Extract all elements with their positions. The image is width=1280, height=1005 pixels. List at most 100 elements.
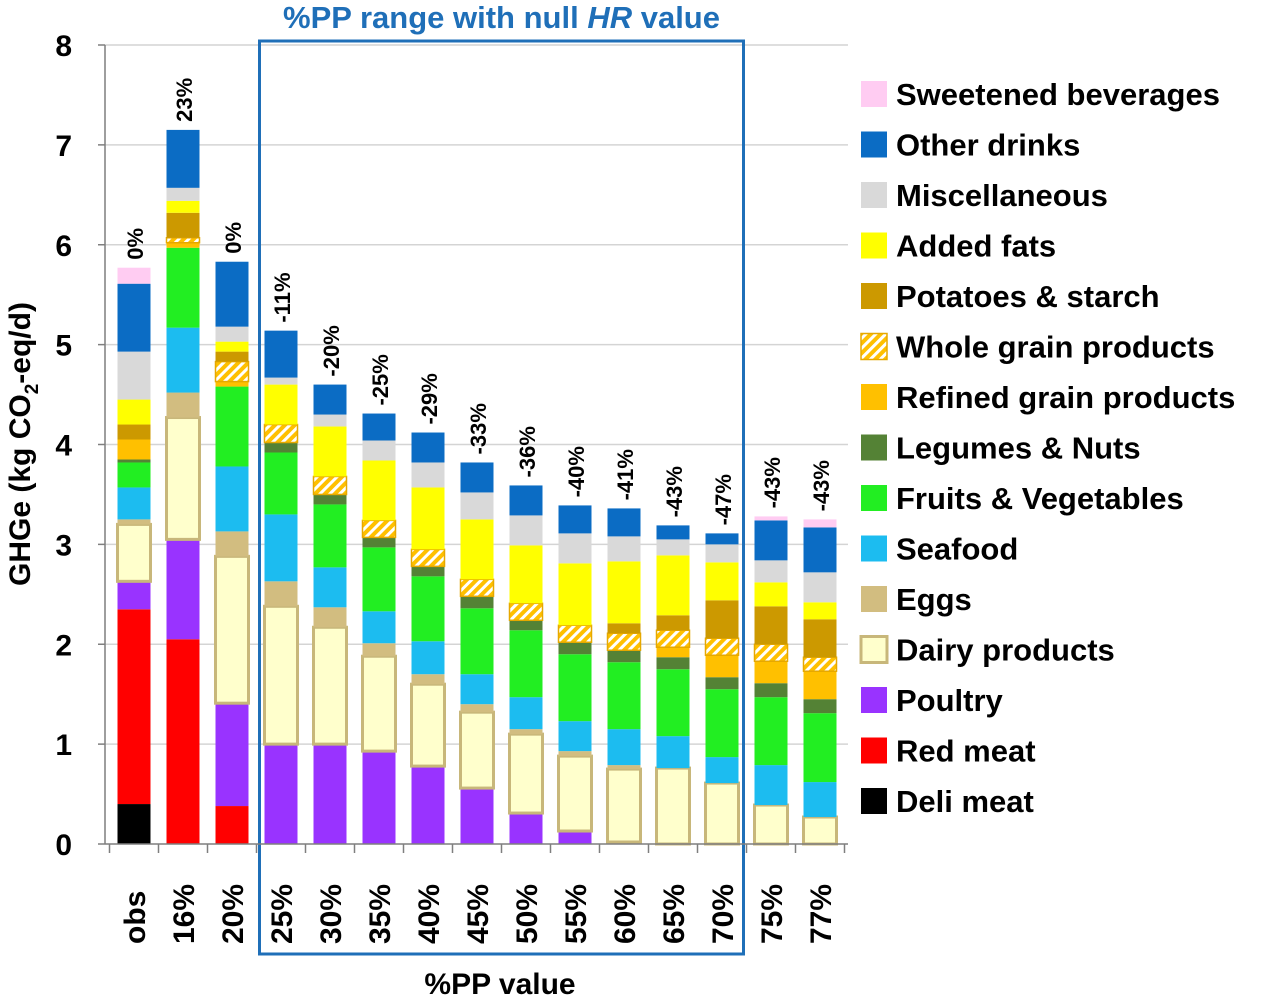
y-tick-label: 1 bbox=[55, 729, 72, 762]
change-label: -40% bbox=[564, 446, 589, 497]
bar-segment bbox=[705, 544, 739, 563]
ylabel-part: -eq/d) bbox=[4, 302, 37, 384]
bar-segment bbox=[313, 744, 347, 844]
bar-segment bbox=[803, 602, 837, 620]
legend-swatch bbox=[861, 737, 887, 764]
bar-segment bbox=[655, 766, 691, 846]
bar-segment bbox=[264, 442, 298, 453]
bar-segment bbox=[313, 567, 347, 608]
bar-segment bbox=[656, 736, 690, 769]
bar-segment bbox=[460, 788, 494, 844]
bar-segment bbox=[754, 697, 788, 766]
bar-segment bbox=[558, 642, 592, 655]
change-label: -43% bbox=[760, 457, 785, 508]
category-label: 60% bbox=[609, 884, 642, 944]
bar-segment bbox=[558, 831, 592, 844]
bar-segment bbox=[411, 487, 445, 550]
y-tick-label: 4 bbox=[55, 430, 72, 463]
bar-segment bbox=[460, 608, 494, 675]
bar-segment bbox=[411, 576, 445, 642]
legend-label: Seafood bbox=[896, 532, 1018, 567]
bar-segment bbox=[117, 283, 151, 352]
labels: 0 1 2 3 4 5 6 7 8 0% obs 23% 16% 0% 20% -11% 25% -20% 30% -… bbox=[4, 0, 838, 1001]
bar-segment bbox=[460, 704, 494, 713]
category-label: 77% bbox=[805, 884, 838, 944]
bar-segment bbox=[313, 504, 347, 568]
legend: Sweetened beverages Other drinks Miscellan… bbox=[859, 77, 1235, 819]
legend-swatch bbox=[861, 788, 887, 814]
axes bbox=[98, 44, 848, 853]
ylabel-part: 2 bbox=[22, 384, 43, 395]
bar-segment bbox=[606, 767, 642, 844]
bar-segment bbox=[117, 487, 151, 520]
ylabel-part: GHGe (kg CO bbox=[4, 394, 37, 586]
bar-segment bbox=[705, 562, 739, 601]
bar-segment bbox=[117, 399, 151, 425]
bar-segment bbox=[214, 360, 250, 383]
bar-segment bbox=[264, 377, 298, 385]
bar-segment bbox=[656, 615, 690, 631]
change-label: -11% bbox=[270, 272, 295, 322]
bar-segment bbox=[459, 578, 495, 598]
bar-segment bbox=[117, 519, 151, 525]
bar-segment bbox=[460, 492, 494, 520]
change-label: -25% bbox=[368, 354, 393, 405]
bar-segment bbox=[264, 330, 298, 378]
legend-label: Other drinks bbox=[896, 128, 1080, 163]
change-label: 0% bbox=[123, 228, 148, 260]
category-label: 25% bbox=[266, 884, 299, 944]
bar-segment bbox=[362, 460, 396, 521]
bar-segment bbox=[803, 619, 837, 658]
bar-segment bbox=[263, 423, 299, 444]
bar-segment bbox=[607, 508, 641, 537]
chart-title: %PP range with null HR value bbox=[283, 0, 720, 35]
change-label: -29% bbox=[417, 373, 442, 424]
bar-segment bbox=[754, 661, 788, 684]
bar-segment bbox=[117, 609, 151, 805]
bar-segment bbox=[753, 643, 789, 662]
legend-label: Potatoes & starch bbox=[896, 279, 1160, 314]
bars bbox=[116, 129, 838, 846]
bar-segment bbox=[558, 505, 592, 534]
bar-segment bbox=[215, 351, 249, 362]
change-label: -47% bbox=[711, 474, 736, 525]
bar-segment bbox=[705, 757, 739, 784]
bar-segment bbox=[312, 625, 348, 746]
bar-segment bbox=[558, 533, 592, 564]
legend-label: Sweetened beverages bbox=[896, 77, 1220, 112]
legend-swatch bbox=[861, 535, 887, 562]
bar-segment bbox=[166, 392, 200, 418]
legend-label: Fruits & Vegetables bbox=[896, 481, 1184, 516]
legend-swatch bbox=[859, 635, 889, 664]
bar-segment bbox=[606, 632, 642, 651]
bar-segment bbox=[704, 637, 740, 656]
bar-segment bbox=[557, 624, 593, 644]
bar-segment bbox=[362, 751, 396, 844]
y-tick-label: 2 bbox=[55, 629, 72, 662]
bar-segment bbox=[361, 654, 397, 753]
change-label: -36% bbox=[515, 426, 540, 477]
legend-swatch bbox=[861, 283, 887, 309]
title-part: value bbox=[632, 0, 720, 35]
bar-segment bbox=[705, 655, 739, 678]
change-label: -20% bbox=[319, 325, 344, 376]
y-tick-label: 6 bbox=[55, 230, 72, 263]
bar-segment bbox=[411, 462, 445, 488]
legend-label: Miscellaneous bbox=[896, 178, 1108, 213]
bar-segment bbox=[362, 547, 396, 612]
bar-segment bbox=[607, 623, 641, 634]
bar-segment bbox=[215, 381, 249, 387]
bar-segment bbox=[558, 751, 592, 757]
bar-segment bbox=[803, 699, 837, 714]
bar-segment bbox=[312, 475, 348, 496]
legend-swatch bbox=[861, 485, 887, 511]
bar-segment bbox=[362, 611, 396, 644]
bar-segment bbox=[264, 581, 298, 607]
bar-segment bbox=[215, 703, 249, 807]
bar-segment bbox=[607, 536, 641, 562]
bar-segment bbox=[313, 384, 347, 415]
y-tick-label: 3 bbox=[55, 529, 72, 562]
bar-segment bbox=[656, 647, 690, 658]
bar-segment bbox=[607, 662, 641, 730]
bar-segment bbox=[656, 555, 690, 616]
